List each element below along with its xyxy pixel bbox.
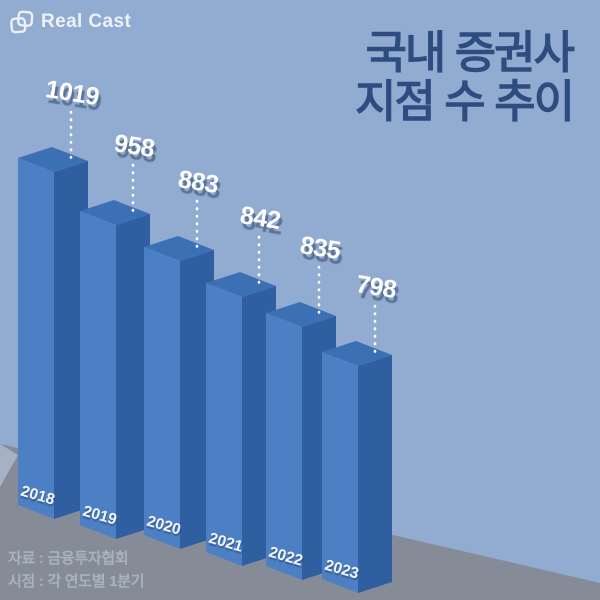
source-note: 자료 : 금융투자협회 시점 : 각 연도별 1분기 bbox=[8, 548, 145, 593]
bar-value-label: 842 bbox=[238, 201, 282, 235]
chart-title-line2: 지점 수 추이 bbox=[354, 76, 575, 127]
bar-top-face bbox=[18, 147, 88, 172]
bar-value-label: 883 bbox=[176, 165, 220, 199]
bar-side-face bbox=[180, 250, 214, 549]
bar-front-face bbox=[266, 313, 302, 580]
bar-top-face bbox=[80, 200, 150, 225]
bar-top-face bbox=[144, 236, 214, 261]
bar-front-face bbox=[144, 247, 180, 549]
bar-2019: 2019 bbox=[80, 200, 150, 539]
source-line2: 시점 : 각 연도별 1분기 bbox=[8, 572, 145, 590]
bar-front-face bbox=[206, 283, 242, 566]
bar-value-label: 835 bbox=[298, 231, 343, 265]
bar-2018: 2018 bbox=[18, 147, 88, 519]
bar-value-label: 958 bbox=[112, 129, 157, 163]
chart-title-line1: 국내 증권사 bbox=[365, 27, 575, 78]
bar-front-face bbox=[80, 211, 116, 539]
bar-2021: 2021 bbox=[206, 272, 276, 566]
brand-logo-text: Real Cast bbox=[41, 11, 132, 32]
bar-top-face bbox=[206, 272, 276, 297]
bar-front-face bbox=[18, 158, 54, 519]
bar-side-face bbox=[116, 214, 150, 539]
bar-side-face bbox=[358, 355, 392, 593]
bar-2023: 2023 bbox=[322, 341, 392, 593]
brand-logo: Real Cast bbox=[8, 8, 131, 36]
bar-front-face bbox=[322, 352, 358, 593]
bar-value-label: 1019 bbox=[44, 75, 101, 111]
chart-title: 국내 증권사 지점 수 추이 bbox=[354, 27, 575, 127]
bar-2020: 2020 bbox=[144, 236, 214, 549]
bar-top-face bbox=[322, 341, 392, 366]
source-line1: 자료 : 금융투자협회 bbox=[8, 550, 129, 567]
bar-side-face bbox=[54, 161, 88, 519]
bar-value-label: 798 bbox=[354, 270, 399, 304]
bar-top-face bbox=[266, 302, 336, 327]
realcast-logo-icon bbox=[10, 10, 34, 34]
floor-highlight bbox=[0, 444, 18, 487]
